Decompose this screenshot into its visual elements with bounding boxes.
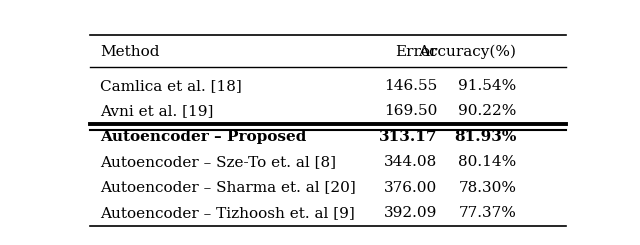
Text: 78.30%: 78.30% [458, 181, 516, 195]
Text: 90.22%: 90.22% [458, 104, 516, 118]
Text: 77.37%: 77.37% [459, 206, 516, 220]
Text: Autoencoder – Proposed: Autoencoder – Proposed [100, 130, 306, 144]
Text: 81.93%: 81.93% [454, 130, 516, 144]
Text: 313.17: 313.17 [379, 130, 437, 144]
Text: 392.09: 392.09 [384, 206, 437, 220]
Text: 91.54%: 91.54% [458, 79, 516, 93]
Text: 80.14%: 80.14% [458, 155, 516, 169]
Text: Camlica et al. [18]: Camlica et al. [18] [100, 79, 241, 93]
Text: Error: Error [395, 45, 437, 59]
Text: Accuracy(%): Accuracy(%) [419, 45, 516, 59]
Text: 376.00: 376.00 [384, 181, 437, 195]
Text: Autoencoder – Sharma et. al [20]: Autoencoder – Sharma et. al [20] [100, 181, 356, 195]
Text: 146.55: 146.55 [384, 79, 437, 93]
Text: Autoencoder – Sze-To et. al [8]: Autoencoder – Sze-To et. al [8] [100, 155, 336, 169]
Text: Avni et al. [19]: Avni et al. [19] [100, 104, 213, 118]
Text: Autoencoder – Tizhoosh et. al [9]: Autoencoder – Tizhoosh et. al [9] [100, 206, 355, 220]
Text: Method: Method [100, 45, 159, 59]
Text: 169.50: 169.50 [384, 104, 437, 118]
Text: 344.08: 344.08 [384, 155, 437, 169]
